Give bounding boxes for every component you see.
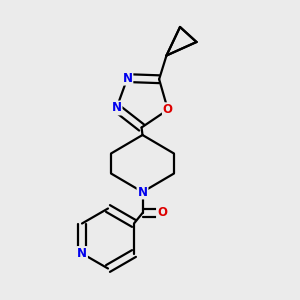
- Text: N: N: [137, 185, 148, 199]
- Text: O: O: [157, 206, 167, 220]
- Text: N: N: [112, 101, 122, 114]
- Text: N: N: [77, 247, 87, 260]
- Text: N: N: [122, 72, 132, 85]
- Text: O: O: [163, 103, 173, 116]
